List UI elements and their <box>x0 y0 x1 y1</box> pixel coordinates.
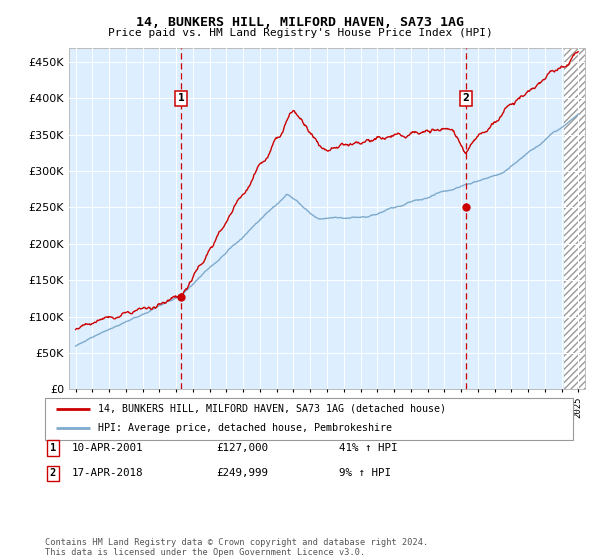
Text: 1: 1 <box>50 443 56 453</box>
Text: Price paid vs. HM Land Registry's House Price Index (HPI): Price paid vs. HM Land Registry's House … <box>107 28 493 38</box>
Text: 10-APR-2001: 10-APR-2001 <box>72 443 143 453</box>
Bar <box>565 48 585 389</box>
Text: 9% ↑ HPI: 9% ↑ HPI <box>339 468 391 478</box>
Text: 14, BUNKERS HILL, MILFORD HAVEN, SA73 1AG: 14, BUNKERS HILL, MILFORD HAVEN, SA73 1A… <box>136 16 464 29</box>
Text: 2: 2 <box>50 468 56 478</box>
Text: 41% ↑ HPI: 41% ↑ HPI <box>339 443 397 453</box>
Text: 2: 2 <box>463 94 469 104</box>
Text: 1: 1 <box>178 94 184 104</box>
Text: Contains HM Land Registry data © Crown copyright and database right 2024.
This d: Contains HM Land Registry data © Crown c… <box>45 538 428 557</box>
Text: 17-APR-2018: 17-APR-2018 <box>72 468 143 478</box>
Text: £249,999: £249,999 <box>216 468 268 478</box>
Text: 14, BUNKERS HILL, MILFORD HAVEN, SA73 1AG (detached house): 14, BUNKERS HILL, MILFORD HAVEN, SA73 1A… <box>98 404 446 414</box>
Text: £127,000: £127,000 <box>216 443 268 453</box>
Text: HPI: Average price, detached house, Pembrokeshire: HPI: Average price, detached house, Pemb… <box>98 423 392 433</box>
FancyBboxPatch shape <box>45 398 573 440</box>
